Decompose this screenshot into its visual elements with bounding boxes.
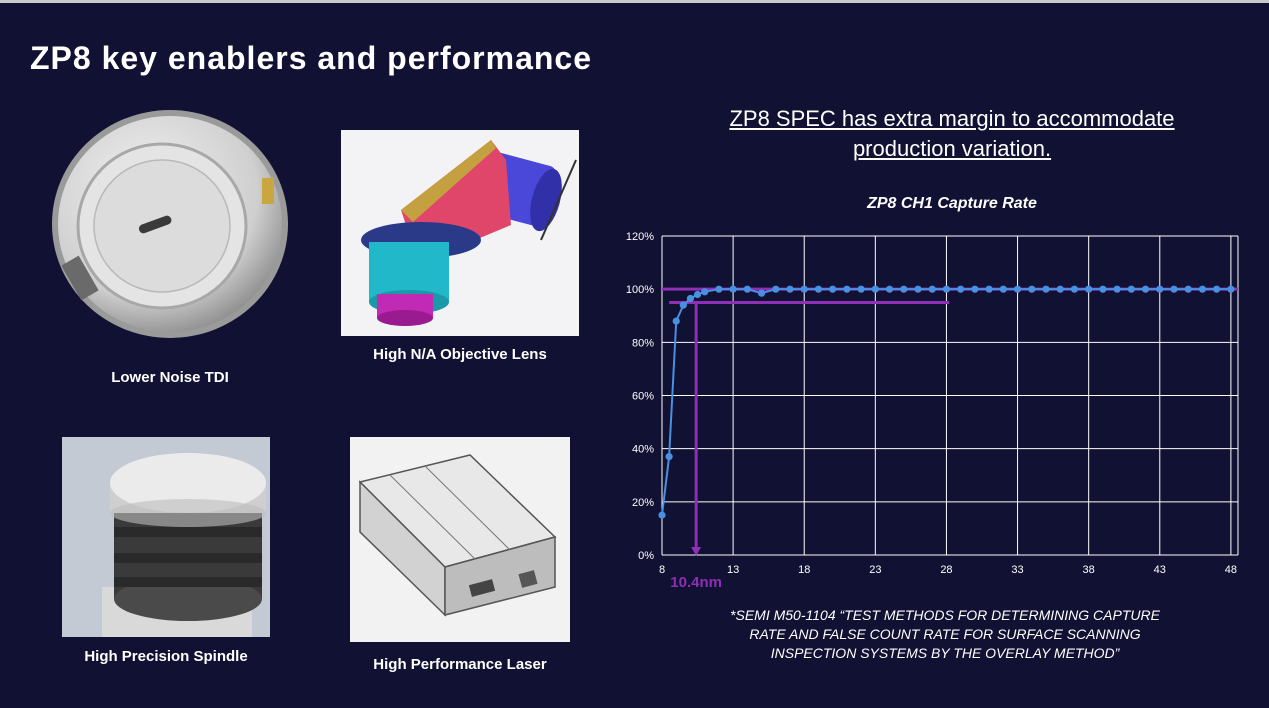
semi-footnote: *SEMI M50-1104 “TEST METHODS FOR DETERMI… xyxy=(650,606,1240,663)
chart-series xyxy=(658,285,1235,519)
data-point xyxy=(1042,285,1050,293)
enabler-caption-spindle: High Precision Spindle xyxy=(84,648,248,665)
data-point xyxy=(658,511,666,519)
spec-headline-line-1: ZP8 SPEC has extra margin to accommodate xyxy=(729,106,1175,131)
y-tick-label: 60% xyxy=(632,391,654,403)
data-point xyxy=(1056,285,1064,293)
spindle-icon xyxy=(62,437,270,637)
data-point xyxy=(971,285,979,293)
x-tick-label: 23 xyxy=(869,564,881,576)
data-point xyxy=(1156,285,1164,293)
laser-module-icon xyxy=(358,454,557,617)
marker-label: 10.4nm xyxy=(670,574,722,591)
data-point xyxy=(1184,285,1192,293)
data-point xyxy=(701,288,709,296)
data-point xyxy=(1013,285,1022,293)
data-point xyxy=(786,285,794,293)
enabler-caption-tdi: Lower Noise TDI xyxy=(111,369,229,386)
x-tick-label: 18 xyxy=(798,564,810,576)
y-tick-label: 0% xyxy=(638,550,654,562)
data-point xyxy=(857,285,865,293)
data-point xyxy=(829,285,837,293)
data-point xyxy=(928,285,936,293)
data-point xyxy=(871,285,879,293)
data-point xyxy=(729,285,737,293)
capture-rate-chart: 10.4nm 0% 20% 40% 60% 80% 100% 120% 8 13 18 23 28 33… xyxy=(626,231,1239,591)
y-tick-label: 80% xyxy=(632,337,654,349)
data-point xyxy=(1070,285,1079,293)
data-point xyxy=(999,285,1007,293)
x-tick-label: 13 xyxy=(727,564,739,576)
data-point xyxy=(914,285,922,293)
spindle-image xyxy=(62,437,270,637)
x-tick-label: 8 xyxy=(659,564,665,576)
x-tick-label: 48 xyxy=(1225,564,1237,576)
data-point xyxy=(1028,285,1036,293)
data-point xyxy=(772,285,780,293)
x-tick-label: 33 xyxy=(1011,564,1023,576)
x-tick-label: 43 xyxy=(1154,564,1166,576)
data-point xyxy=(985,285,993,293)
data-point xyxy=(1085,285,1093,293)
data-point xyxy=(957,285,965,293)
objective-lens-icon xyxy=(361,140,577,326)
data-point xyxy=(1127,285,1135,293)
enabler-caption-lens: High N/A Objective Lens xyxy=(373,346,547,363)
data-point xyxy=(843,285,851,293)
spec-headline-line-2: production variation. xyxy=(852,136,1052,161)
y-tick-label: 100% xyxy=(626,284,654,296)
data-point xyxy=(1099,285,1107,293)
footnote-line-1: *SEMI M50-1104 “TEST METHODS FOR DETERMI… xyxy=(730,607,1160,623)
footnote-line-3: INSPECTION SYSTEMS BY THE OVERLAY METHOD… xyxy=(770,645,1120,661)
y-tick-label: 120% xyxy=(626,231,654,243)
data-point xyxy=(1141,285,1150,293)
data-point xyxy=(1170,285,1178,293)
chart-reference-lines: 10.4nm xyxy=(662,287,1238,591)
data-point xyxy=(715,285,723,293)
data-point xyxy=(693,290,702,299)
chart-tick-labels: 0% 20% 40% 60% 80% 100% 120% 8 13 18 23 28 33 38 43 48 xyxy=(626,231,1237,576)
marker-arrowhead xyxy=(691,547,702,556)
data-point xyxy=(800,285,808,293)
tdi-sensor-icon xyxy=(52,110,288,338)
data-point xyxy=(1213,285,1221,293)
y-tick-label: 20% xyxy=(632,497,654,509)
enabler-caption-laser: High Performance Laser xyxy=(373,656,547,673)
y-tick-label: 40% xyxy=(632,444,654,456)
window-top-bar xyxy=(0,0,1269,3)
data-point xyxy=(743,285,751,293)
x-tick-label: 28 xyxy=(940,564,952,576)
chart-grid xyxy=(661,235,1239,556)
data-point xyxy=(665,453,673,461)
tdi-sensor-image xyxy=(50,108,290,340)
chart-title: ZP8 CH1 Capture Rate xyxy=(867,195,1037,212)
data-point xyxy=(686,294,695,303)
footnote-line-2: RATE AND FALSE COUNT RATE FOR SURFACE SC… xyxy=(749,626,1141,642)
data-point xyxy=(672,317,680,325)
data-point xyxy=(1113,285,1121,293)
objective-lens-image xyxy=(341,130,579,336)
data-point xyxy=(679,301,687,309)
laser-image xyxy=(350,437,570,642)
data-point xyxy=(885,285,894,293)
page-title: ZP8 key enablers and performance xyxy=(30,40,592,76)
data-point xyxy=(757,289,766,297)
x-tick-label: 38 xyxy=(1083,564,1095,576)
data-point xyxy=(814,285,823,293)
spec-headline: ZP8 SPEC has extra margin to accommodate… xyxy=(690,104,1214,164)
data-point xyxy=(942,285,951,293)
data-point xyxy=(1227,285,1235,293)
data-point xyxy=(900,285,908,293)
data-point xyxy=(1198,285,1207,293)
